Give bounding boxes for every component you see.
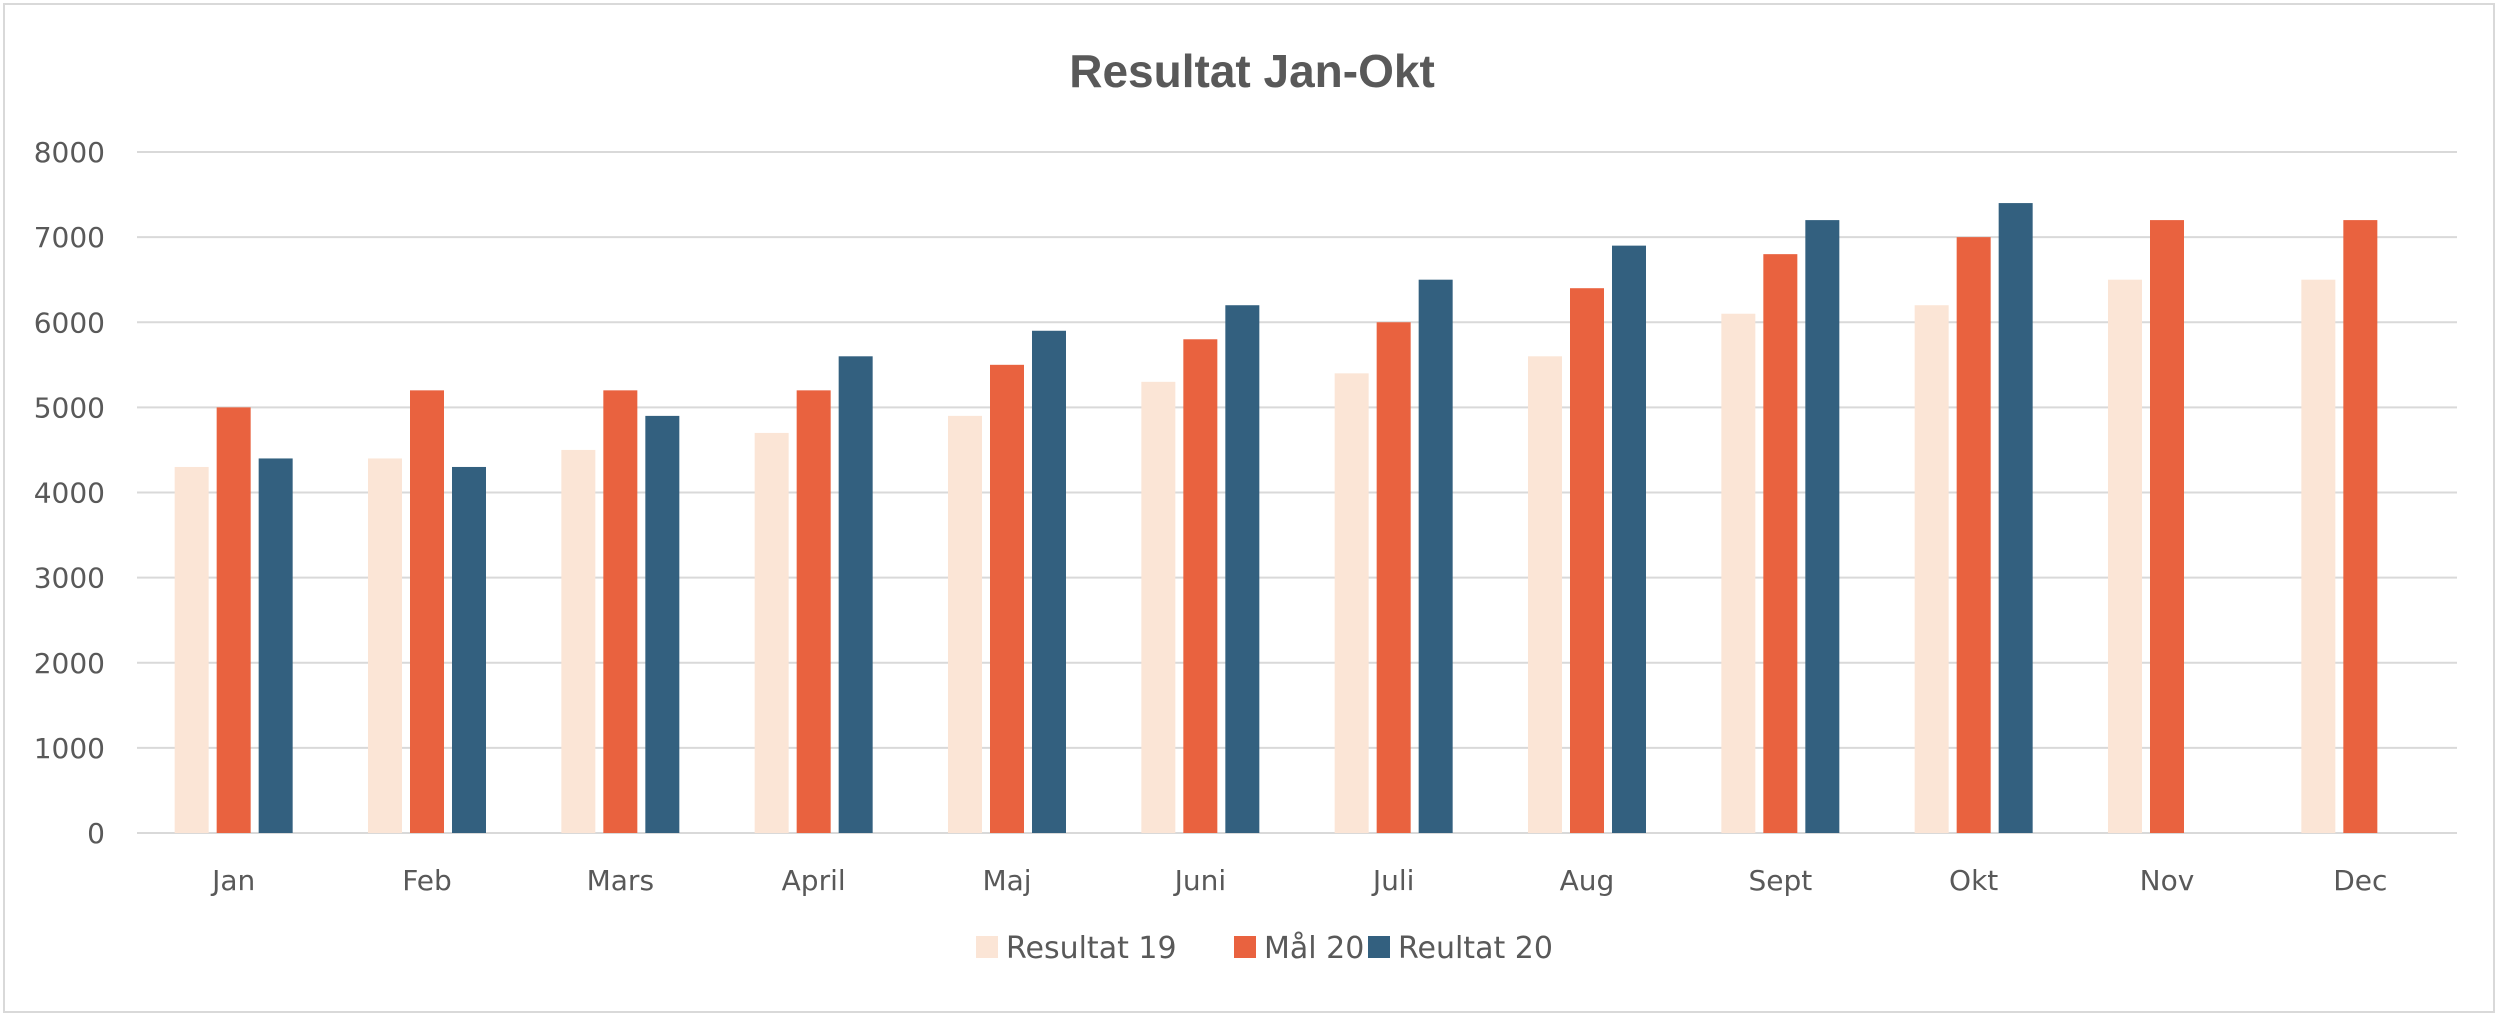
bar-m-l-20-aug bbox=[1570, 288, 1604, 833]
x-tick-label: Aug bbox=[1560, 864, 1615, 897]
x-tick-label: Nov bbox=[2140, 864, 2195, 897]
y-axis-ticks: 0 1000 2000 3000 4000 5000 6000 7000 8000 bbox=[34, 136, 105, 850]
bar-resultat-19-aug bbox=[1528, 356, 1562, 833]
x-axis-ticks: Jan Feb Mars April Maj Juni Juli Aug Sept Okt Nov D… bbox=[210, 864, 2387, 897]
bar-m-l-20-sept bbox=[1763, 254, 1798, 833]
x-tick-label: April bbox=[782, 864, 846, 897]
bar-resultat-19-feb bbox=[368, 458, 402, 833]
bar-resultat-19-dec bbox=[2301, 279, 2336, 833]
y-tick-label: 6000 bbox=[34, 306, 105, 339]
bar-m-l-20-nov bbox=[2150, 220, 2184, 834]
x-tick-label: Maj bbox=[982, 864, 1031, 897]
bar-reultat-20-aug bbox=[1612, 245, 1646, 833]
bar-reultat-20-feb bbox=[452, 466, 486, 833]
bar-reultat-20-juli bbox=[1418, 279, 1453, 833]
y-tick-label: 2000 bbox=[34, 647, 105, 680]
y-tick-label: 0 bbox=[87, 817, 105, 850]
bar-m-l-20-juli bbox=[1376, 322, 1411, 833]
bar-m-l-20-maj bbox=[990, 364, 1024, 833]
legend-label: Resultat 19 bbox=[1006, 931, 1177, 966]
y-tick-label: 8000 bbox=[34, 136, 105, 169]
bar-m-l-20-april bbox=[796, 390, 831, 833]
bar-m-l-20-jan bbox=[216, 407, 251, 833]
x-tick-label: Okt bbox=[1949, 864, 1998, 897]
legend-label: Mål 20 bbox=[1264, 931, 1364, 966]
bar-resultat-19-juli bbox=[1334, 373, 1369, 833]
chart-frame: Resultat Jan-Okt 0 1000 2000 3000 4000 5000 60… bbox=[3, 3, 2495, 1013]
bar-resultat-19-april bbox=[754, 432, 789, 833]
chart-svg: Resultat Jan-Okt 0 1000 2000 3000 4000 5000 60… bbox=[34, 45, 2457, 966]
chart-title: Resultat Jan-Okt bbox=[1069, 45, 1435, 97]
y-tick-label: 5000 bbox=[34, 391, 105, 424]
bar-resultat-19-juni bbox=[1141, 381, 1176, 833]
bar-m-l-20-feb bbox=[410, 390, 444, 833]
legend-swatch bbox=[1234, 936, 1256, 958]
x-tick-label: Feb bbox=[402, 864, 452, 897]
bar-reultat-20-mars bbox=[645, 415, 680, 833]
bar-resultat-19-nov bbox=[2108, 279, 2142, 833]
bar-reultat-20-jan bbox=[258, 458, 293, 833]
gridlines bbox=[137, 151, 2457, 834]
x-tick-label: Jan bbox=[210, 864, 255, 897]
bar-m-l-20-juni bbox=[1183, 339, 1218, 833]
bars bbox=[174, 203, 2378, 834]
bar-reultat-20-juni bbox=[1225, 305, 1260, 834]
bar-m-l-20-okt bbox=[1956, 237, 1991, 833]
y-tick-label: 4000 bbox=[34, 477, 105, 510]
bar-resultat-19-mars bbox=[561, 449, 596, 833]
legend: Resultat 19 Mål 20 Reultat 20 bbox=[976, 931, 1553, 966]
bar-m-l-20-mars bbox=[603, 390, 638, 833]
legend-swatch bbox=[1368, 936, 1390, 958]
bar-resultat-19-okt bbox=[1914, 305, 1949, 834]
bar-resultat-19-sept bbox=[1721, 313, 1756, 833]
bar-reultat-20-sept bbox=[1805, 220, 1840, 834]
x-tick-label: Mars bbox=[587, 864, 654, 897]
y-tick-label: 3000 bbox=[34, 562, 105, 595]
bar-resultat-19-jan bbox=[174, 466, 209, 833]
bar-m-l-20-dec bbox=[2343, 220, 2378, 834]
bar-reultat-20-maj bbox=[1032, 330, 1066, 833]
y-tick-label: 1000 bbox=[34, 732, 105, 765]
y-tick-label: 7000 bbox=[34, 221, 105, 254]
x-tick-label: Sept bbox=[1748, 864, 1812, 897]
legend-label: Reultat 20 bbox=[1398, 931, 1553, 966]
legend-swatch bbox=[976, 936, 998, 958]
bar-reultat-20-april bbox=[838, 356, 873, 833]
bar-reultat-20-okt bbox=[1998, 203, 2033, 833]
bar-resultat-19-maj bbox=[948, 415, 982, 833]
x-tick-label: Juni bbox=[1173, 864, 1227, 897]
x-tick-label: Juli bbox=[1371, 864, 1415, 897]
x-tick-label: Dec bbox=[2333, 864, 2387, 897]
